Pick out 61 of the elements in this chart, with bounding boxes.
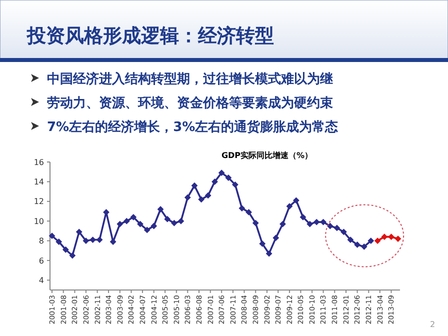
y-tick-label: 4 <box>38 276 44 285</box>
y-tick-label: 12 <box>34 197 44 206</box>
point <box>90 236 96 243</box>
text: 2 <box>430 320 436 329</box>
point <box>280 220 286 228</box>
point <box>170 220 178 226</box>
point <box>354 242 360 248</box>
text: 7%左右的经济增长，3%左右的通货膨胀成为常态 <box>47 119 340 135</box>
point <box>212 178 218 185</box>
point <box>48 232 56 240</box>
point <box>320 218 326 226</box>
point <box>56 238 62 245</box>
point <box>374 238 381 244</box>
point <box>69 252 76 259</box>
point <box>110 238 116 245</box>
y-tick-label: 6 <box>38 256 44 266</box>
text: 劳动力、资源、环境、资金价格等要素成为硬约束 <box>47 95 333 111</box>
point <box>326 222 334 230</box>
point <box>246 209 252 216</box>
text: 中国经济进入结构转型期，过往增长模式难以为继 <box>47 71 333 87</box>
point <box>306 220 314 228</box>
point <box>116 220 124 228</box>
point <box>82 238 90 244</box>
point <box>388 234 394 240</box>
point <box>76 228 82 236</box>
point <box>225 174 232 181</box>
point <box>259 240 266 247</box>
y-tick-label: 8 <box>38 236 44 246</box>
point <box>340 228 347 236</box>
point <box>266 250 272 257</box>
point <box>204 192 212 199</box>
point <box>300 214 306 220</box>
point <box>130 214 137 220</box>
point <box>292 197 300 204</box>
chart-title: GDP实际同比增速（%） <box>221 150 313 160</box>
y-tick-label: 10 <box>34 216 44 226</box>
point <box>313 218 320 226</box>
point <box>360 243 368 250</box>
point <box>164 216 171 222</box>
point <box>96 236 103 243</box>
point <box>252 220 259 226</box>
point <box>178 218 184 224</box>
point <box>381 234 388 240</box>
point <box>347 236 354 243</box>
point <box>62 246 69 253</box>
point <box>123 218 130 224</box>
point <box>232 181 238 188</box>
y-tick-label: 14 <box>34 177 44 186</box>
point <box>218 170 225 176</box>
point <box>191 182 198 189</box>
point <box>238 205 246 212</box>
point <box>184 194 191 201</box>
point <box>150 222 158 230</box>
point <box>272 234 280 242</box>
point <box>198 196 205 203</box>
point <box>368 238 374 244</box>
text: 投资风格形成逻辑：经济转型 <box>26 25 274 47</box>
point <box>144 226 150 234</box>
point <box>334 224 340 232</box>
y-tick-label: 16 <box>34 158 44 167</box>
point <box>286 203 293 210</box>
